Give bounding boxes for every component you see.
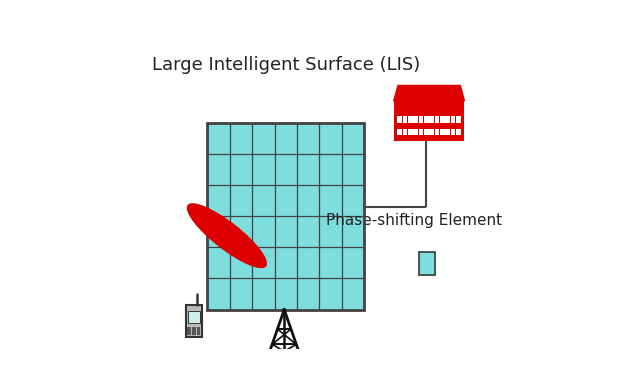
Bar (403, 129, 408, 135)
Bar (413, 129, 418, 135)
Bar (413, 116, 418, 122)
Bar (192, 329, 196, 331)
Bar (192, 331, 196, 333)
Bar (456, 116, 461, 122)
Bar (440, 116, 445, 122)
Text: Phase-shifting Element: Phase-shifting Element (326, 213, 502, 228)
Bar (456, 129, 461, 135)
Bar (429, 129, 434, 135)
Bar (435, 129, 440, 135)
Bar (445, 129, 450, 135)
Bar (192, 327, 196, 329)
Bar (197, 327, 200, 329)
Bar (188, 333, 191, 335)
Bar (408, 129, 413, 135)
Bar (397, 116, 402, 122)
Bar (197, 331, 200, 333)
Bar (403, 116, 408, 122)
Bar (424, 116, 429, 122)
Bar (207, 122, 364, 310)
Bar (424, 129, 429, 135)
Bar (397, 129, 402, 135)
Bar (188, 329, 191, 331)
Bar (419, 116, 424, 122)
Bar (188, 331, 191, 333)
Bar (197, 333, 200, 335)
Bar (197, 329, 200, 331)
Bar (408, 116, 413, 122)
Text: Large Intelligent Surface (LIS): Large Intelligent Surface (LIS) (152, 56, 420, 74)
Bar (188, 311, 200, 323)
Bar (440, 129, 445, 135)
Bar (435, 116, 440, 122)
Bar (192, 333, 196, 335)
Bar (419, 252, 435, 275)
Bar (419, 129, 424, 135)
Bar (451, 129, 456, 135)
Ellipse shape (187, 203, 267, 268)
Bar (188, 327, 191, 329)
Bar (186, 305, 202, 337)
Bar (394, 102, 464, 141)
Bar (451, 116, 456, 122)
Bar (445, 116, 450, 122)
Bar (429, 116, 434, 122)
Polygon shape (393, 85, 465, 102)
Bar (207, 122, 364, 310)
